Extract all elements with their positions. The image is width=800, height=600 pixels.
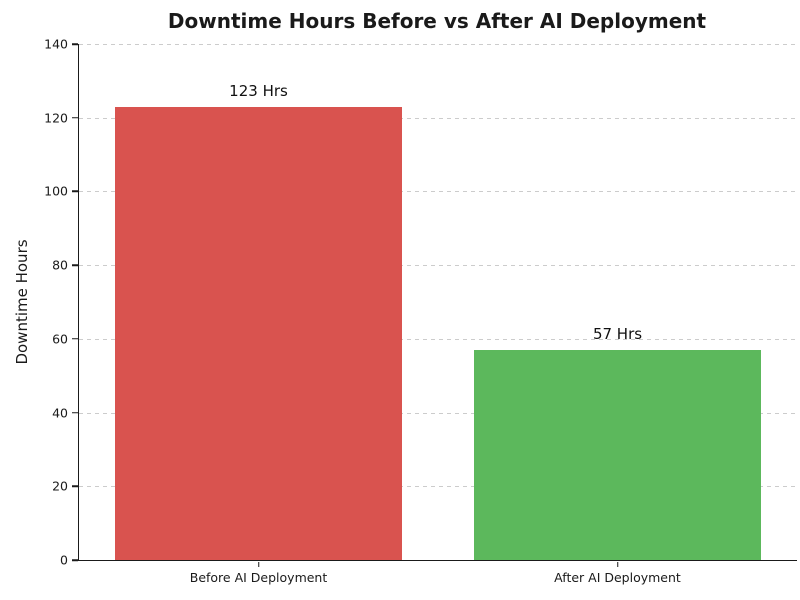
y-tick-label: 60 [52, 331, 68, 347]
y-tick-mark-0 [71, 559, 78, 561]
gridline-y-140 [79, 44, 797, 45]
gridline-y-60 [79, 338, 797, 340]
y-tick-label: 120 [44, 110, 68, 126]
y-tick-mark-80 [71, 264, 78, 266]
chart-title: Downtime Hours Before vs After AI Deploy… [167, 9, 707, 33]
y-tick-label: 80 [52, 257, 68, 273]
y-tick-label: 100 [44, 183, 68, 199]
bar-value-label: 57 Hrs [592, 324, 643, 343]
bar [114, 106, 403, 560]
y-tick-mark-120 [71, 116, 78, 119]
plot-area: 0 20 40 60 80 100 120 140 123 Hrs Before AI Deplo… [44, 37, 797, 585]
gridline-y-120 [79, 117, 797, 119]
x-tick-label: After AI Deployment [554, 570, 681, 585]
gridline-y-100 [79, 191, 797, 193]
y-tick-mark-140 [71, 43, 78, 45]
gridline-y-80 [79, 265, 797, 267]
x-tick-label: Before AI Deployment [189, 570, 328, 585]
bar-value-label: 123 Hrs [229, 81, 288, 100]
x-tick-mark [616, 561, 619, 567]
x-tick-mark [257, 561, 260, 567]
gridline-y-20 [79, 486, 797, 488]
y-tick-label: 140 [44, 36, 68, 52]
y-tick-label: 40 [52, 405, 68, 421]
bar [473, 349, 762, 560]
y-tick-mark-100 [71, 190, 78, 193]
y-tick-label: 0 [60, 552, 68, 568]
y-tick-mark-60 [71, 338, 78, 340]
gridline-y-40 [79, 412, 797, 414]
y-tick-mark-40 [71, 411, 78, 414]
y-tick-mark-20 [71, 485, 78, 488]
y-axis-label: Downtime Hours [13, 239, 31, 365]
y-tick-label: 20 [52, 478, 68, 494]
